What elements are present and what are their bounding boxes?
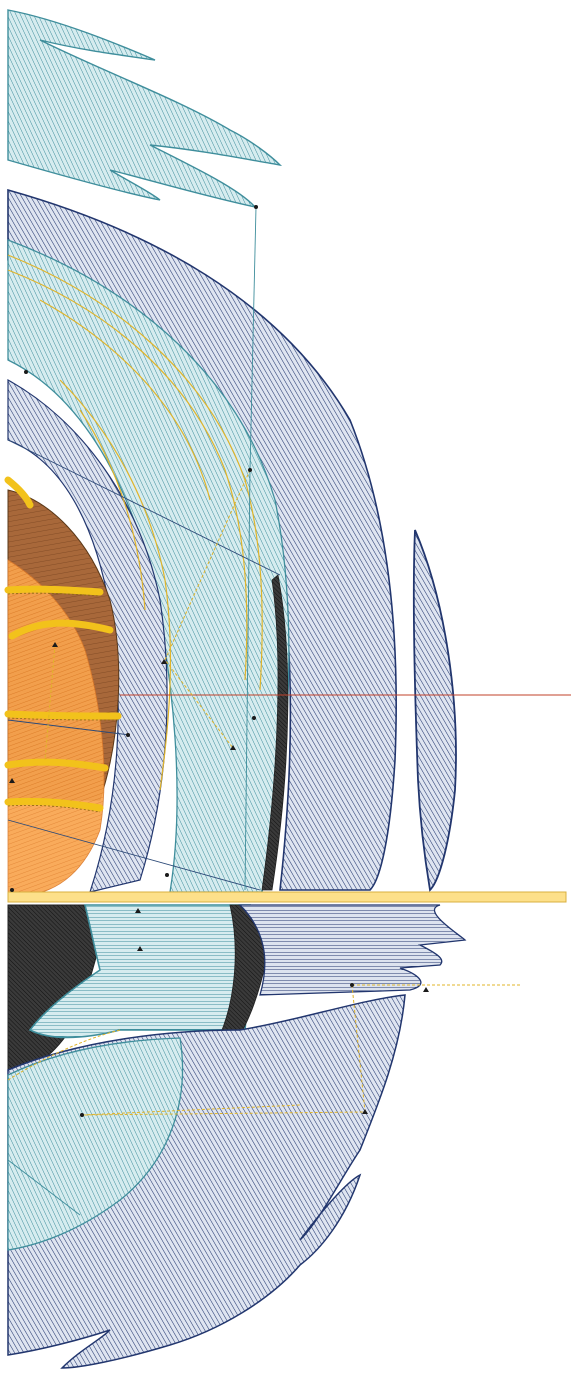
triangle-marker-icon [161,659,167,664]
triangle-markers [9,642,429,1114]
node-marker-icon [10,888,14,892]
yellow-satin-bands [4,476,122,812]
yellow-satin-edges [7,592,119,813]
node-marker-icon [350,983,354,987]
dark-edge-strip [261,574,289,891]
triangle-marker-icon [362,1109,368,1114]
triangle-marker-icon [230,745,236,750]
yellow-running-arcs [7,254,263,791]
teal-feather-top [7,9,283,209]
blue-guide-lines [7,439,281,891]
triangle-marker-icon [52,642,58,647]
triangle-marker-icon [423,987,429,992]
node-marker-icon [80,1113,84,1117]
node-marker-icon [165,873,169,877]
node-marker-icon [126,733,130,737]
teal-lower-sweep [7,1037,184,1251]
navy-fringe-right [238,904,467,996]
yellow-baseline-bar [7,891,567,903]
node-marker-icon [24,370,28,374]
triangle-marker-icon [135,908,141,913]
triangle-marker-icon [9,778,15,783]
node-marker-icon [254,205,258,209]
navy-crescent-right [412,529,457,892]
node-marker-icon [248,468,252,472]
teal-guide-lines [7,206,257,1216]
orange-center [7,559,105,896]
node-markers [10,205,354,1117]
node-marker-icon [252,716,256,720]
navy-inner-ring [7,378,168,893]
triangle-marker-icon [137,946,143,951]
